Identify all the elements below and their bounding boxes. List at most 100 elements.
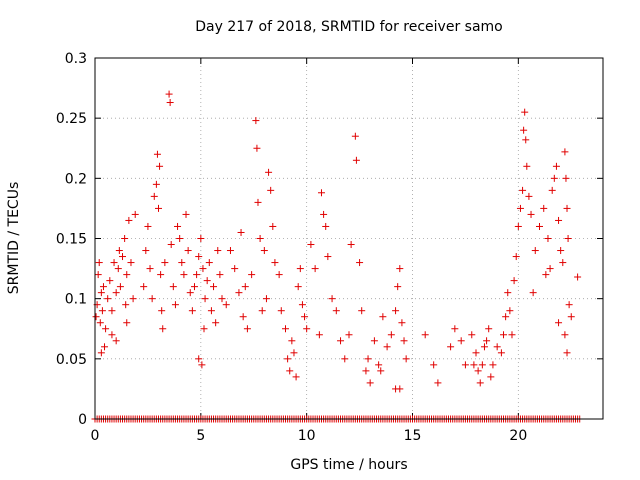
- data-point: [171, 301, 179, 309]
- data-point: [552, 162, 560, 170]
- data-point: [332, 307, 340, 315]
- data-point: [400, 337, 408, 345]
- data-point: [548, 186, 556, 194]
- data-point: [180, 271, 188, 279]
- data-point: [198, 361, 206, 369]
- data-point: [311, 265, 319, 273]
- data-point: [108, 331, 116, 339]
- plot-frame: [94, 57, 604, 420]
- data-point: [347, 241, 355, 249]
- data-point: [474, 367, 482, 375]
- data-point: [260, 247, 268, 255]
- data-point: [157, 271, 165, 279]
- data-point: [315, 331, 323, 339]
- data-point: [375, 361, 383, 369]
- data-point: [320, 210, 328, 218]
- data-point: [144, 222, 152, 230]
- data-point: [129, 295, 137, 303]
- data-point: [155, 204, 162, 212]
- data-point: [461, 361, 469, 369]
- data-point: [434, 379, 442, 387]
- y-tick-label: 0.1: [65, 292, 87, 308]
- y-tick-label: 0.25: [56, 111, 87, 127]
- data-point: [364, 355, 372, 363]
- data-point: [470, 361, 478, 369]
- data-point: [447, 343, 455, 351]
- data-point: [540, 204, 548, 212]
- data-point: [352, 156, 360, 164]
- data-point: [123, 271, 131, 279]
- data-point: [480, 343, 488, 351]
- data-point: [288, 337, 296, 345]
- y-tick-label: 0: [78, 412, 87, 428]
- data-point: [269, 222, 277, 230]
- data-point: [516, 204, 524, 212]
- data-point: [478, 361, 486, 369]
- data-point: [114, 265, 122, 273]
- data-point: [324, 253, 332, 261]
- data-point: [294, 283, 302, 291]
- data-point: [258, 307, 266, 315]
- data-point: [521, 108, 529, 116]
- y-tick-label: 0.05: [56, 352, 87, 368]
- data-point: [121, 235, 129, 242]
- data-point: [303, 325, 311, 333]
- data-point: [182, 210, 190, 218]
- data-point: [555, 216, 563, 224]
- data-point: [200, 325, 208, 333]
- data-point: [216, 271, 224, 279]
- x-tick-label: 5: [196, 428, 205, 444]
- data-point: [142, 247, 150, 255]
- data-point: [392, 307, 400, 315]
- data-point: [519, 186, 527, 194]
- data-point: [159, 325, 167, 333]
- data-point: [290, 349, 298, 357]
- data-point: [96, 319, 104, 327]
- data-point: [94, 271, 102, 279]
- data-point: [131, 210, 139, 218]
- data-point: [506, 307, 514, 315]
- data-point: [394, 283, 402, 291]
- data-point: [241, 283, 249, 291]
- data-point: [243, 325, 251, 333]
- data-point: [497, 349, 505, 357]
- data-point: [95, 259, 103, 267]
- data-point: [476, 379, 484, 387]
- data-point: [550, 174, 558, 182]
- data-point: [282, 325, 289, 333]
- data-point: [174, 222, 182, 230]
- data-point: [328, 295, 336, 303]
- data-point: [307, 241, 315, 249]
- data-point: [193, 271, 201, 279]
- data-point: [97, 289, 105, 297]
- data-point: [514, 222, 522, 230]
- data-point: [536, 222, 543, 230]
- data-point: [167, 241, 175, 249]
- data-point: [267, 186, 275, 194]
- data-point: [169, 283, 177, 291]
- data-point: [112, 337, 120, 345]
- data-point: [161, 259, 169, 267]
- chart-title: Day 217 of 2018, SRMTID for receiver sam…: [195, 19, 503, 35]
- data-point: [341, 355, 349, 363]
- data-point: [510, 277, 518, 285]
- data-point: [237, 228, 245, 236]
- data-point: [555, 319, 563, 327]
- data-point: [119, 253, 127, 261]
- data-point: [115, 247, 123, 255]
- x-tick-label: 10: [298, 428, 316, 444]
- data-point: [387, 331, 395, 339]
- data-point: [108, 307, 116, 315]
- data-point: [256, 235, 264, 242]
- data-point: [562, 174, 570, 182]
- data-point: [188, 307, 196, 315]
- data-point: [112, 289, 120, 297]
- data-point: [97, 349, 105, 357]
- data-point: [178, 259, 186, 267]
- data-point: [231, 265, 239, 273]
- data-point: [218, 295, 226, 303]
- x-tick-label: 15: [404, 428, 422, 444]
- data-point: [559, 259, 567, 267]
- data-point: [430, 361, 438, 369]
- data-point: [527, 210, 535, 218]
